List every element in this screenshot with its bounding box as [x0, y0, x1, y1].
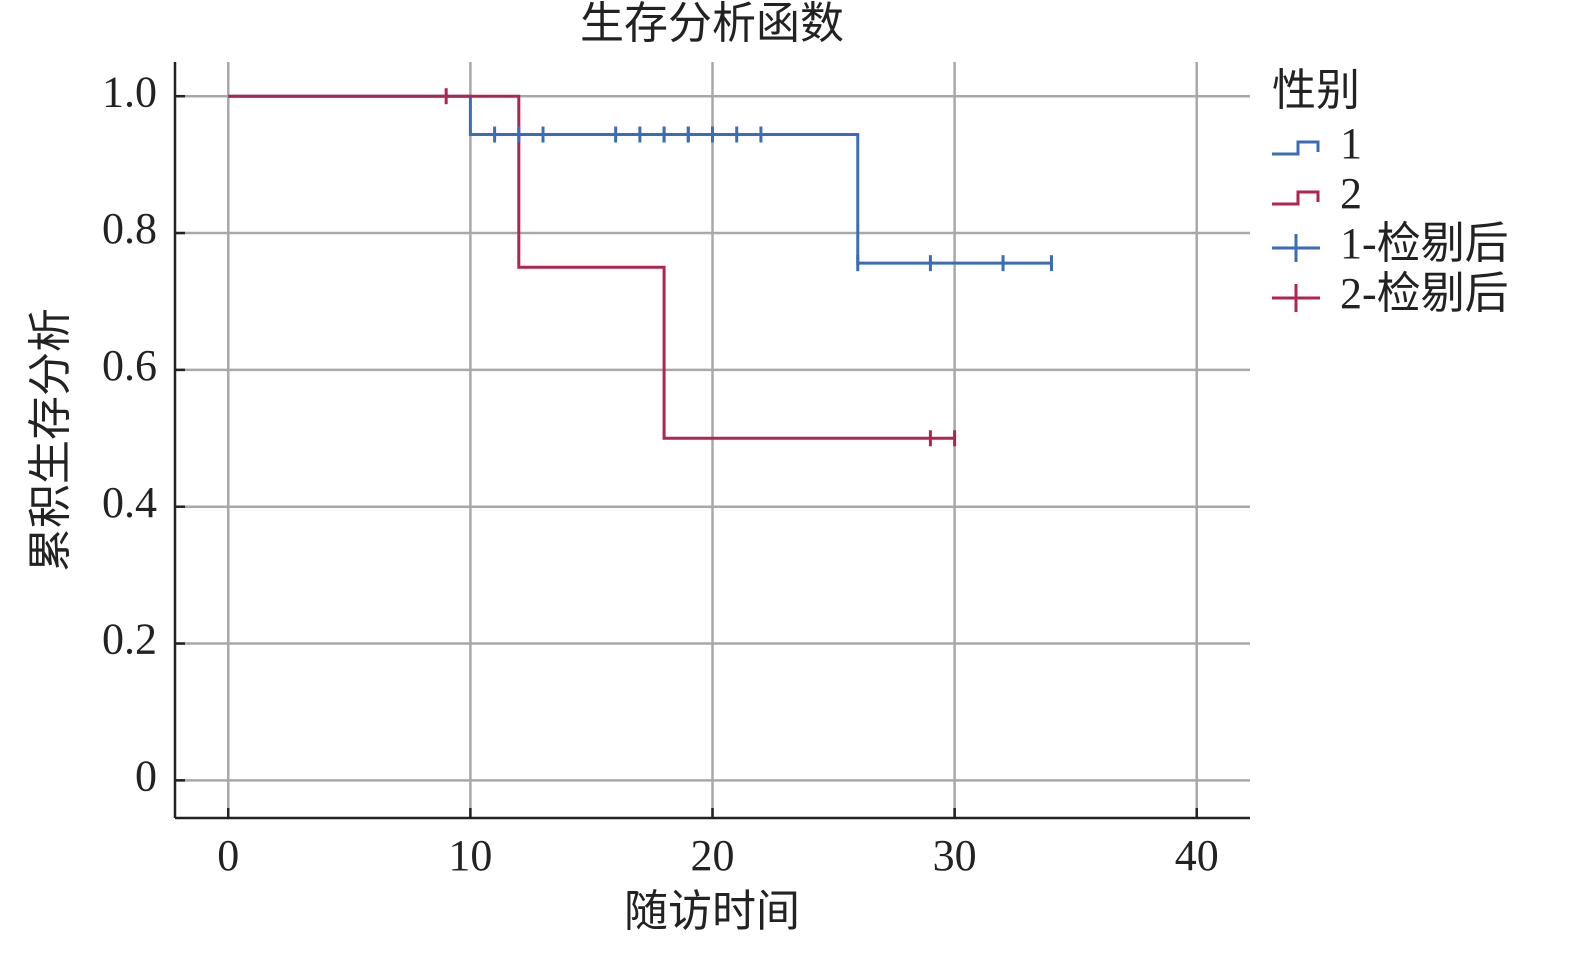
- survival-line: [228, 94, 1052, 265]
- x-tick-label: 40: [1175, 831, 1219, 880]
- y-tick-label: 1.0: [102, 67, 157, 116]
- x-axis-label: 随访时间: [624, 887, 800, 936]
- x-tick-label: 0: [217, 831, 239, 880]
- legend-icon: [1272, 140, 1320, 156]
- x-tick-label: 30: [933, 831, 977, 880]
- legend-label: 2-检剔后: [1340, 269, 1509, 318]
- legend-label: 1-检剔后: [1340, 219, 1509, 268]
- y-tick-label: 0.4: [102, 478, 157, 527]
- y-axis-label: 累积生存分析: [26, 308, 75, 572]
- x-tick-label: 20: [691, 831, 735, 880]
- x-tick-label: 10: [448, 831, 492, 880]
- legend-title: 性别: [1272, 66, 1360, 115]
- legend-label: 1: [1340, 119, 1362, 168]
- y-tick-label: 0.2: [102, 615, 157, 664]
- legend-icon: [1272, 190, 1320, 206]
- y-tick-label: 0.6: [102, 341, 157, 390]
- legend-label: 2: [1340, 169, 1362, 218]
- chart-title: 生存分析函数: [580, 0, 844, 48]
- survival-line: [228, 94, 955, 440]
- y-tick-label: 0: [135, 751, 157, 800]
- y-tick-label: 0.8: [102, 204, 157, 253]
